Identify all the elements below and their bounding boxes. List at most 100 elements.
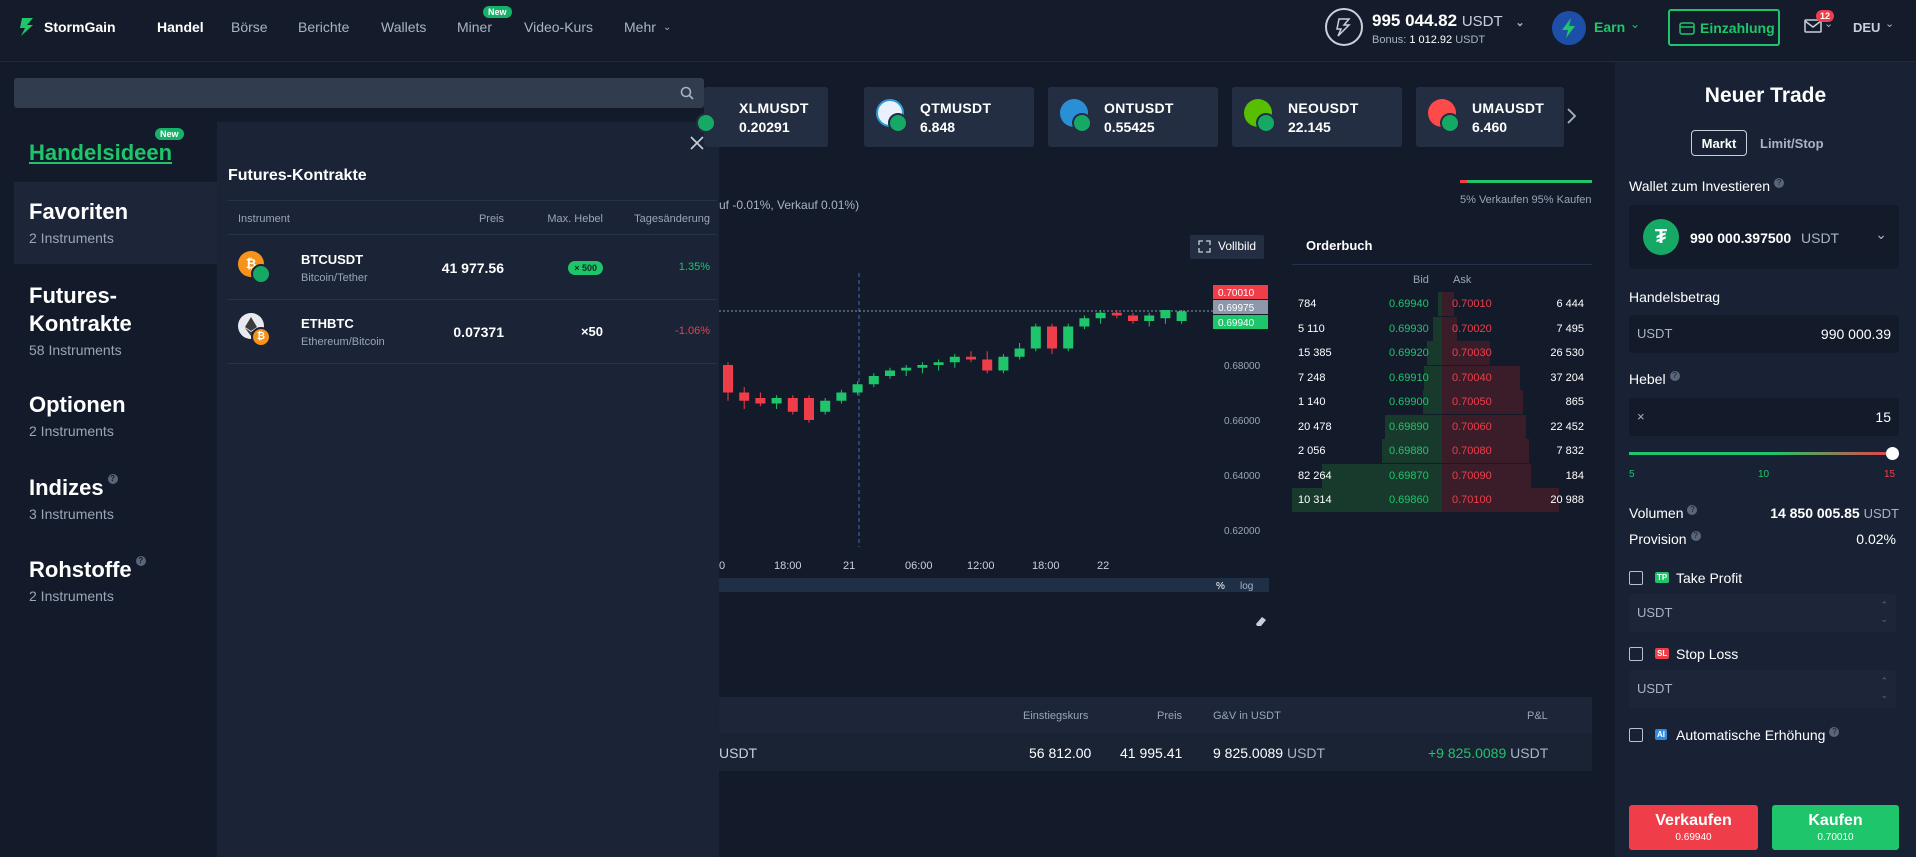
balance-amount: 995 044.82	[1372, 11, 1458, 30]
category-futures[interactable]: Futures-Kontrakte 58 Instruments	[14, 282, 217, 358]
earn-icon[interactable]	[1552, 11, 1586, 45]
buy-button[interactable]: Kaufen 0.70010	[1772, 805, 1899, 850]
tab-market[interactable]: Markt	[1691, 130, 1747, 156]
deposit-button[interactable]: Einzahlung	[1668, 9, 1780, 46]
nav-boerse[interactable]: Börse	[231, 19, 268, 35]
orderbook-ask-qty: 184	[1565, 469, 1584, 482]
nav-wallets[interactable]: Wallets	[381, 19, 427, 35]
category-indizes[interactable]: Indizes? 3 Instruments	[14, 474, 217, 522]
orderbook-ask: 0.70100	[1452, 494, 1492, 506]
help-icon[interactable]: ?	[107, 474, 118, 484]
nav-mehr[interactable]: Mehr	[624, 19, 656, 35]
table-row[interactable]: ₿ ETHBTC Ethereum/Bitcoin 0.07371 ×50 -1…	[227, 300, 717, 364]
col-instrument: Instrument	[238, 213, 290, 225]
nav-miner[interactable]: Miner	[457, 19, 493, 35]
take-profit-input[interactable]: USDT ⌃ ⌄	[1629, 594, 1896, 632]
volume-amount: 14 850 005.85	[1770, 505, 1860, 521]
ticker-price: 0.55425	[1104, 119, 1155, 135]
position-row[interactable]: USDT 56 812.00 41 995.41 9 825.0089 USDT…	[719, 733, 1592, 771]
category-optionen[interactable]: Optionen 2 Instruments	[14, 391, 217, 439]
orderbook-row[interactable]: 20 478 0.69890 0.70060 22 452	[1292, 414, 1592, 439]
price-label: 0.70010	[1218, 288, 1255, 299]
brand-logo[interactable]: StormGain	[18, 17, 116, 37]
take-profit-checkbox[interactable]	[1629, 571, 1643, 585]
price-chart[interactable]: 0.68000 0.66000 0.64000 0.62000 0.70010 0.699…	[719, 265, 1274, 595]
eraser-icon[interactable]	[1254, 615, 1268, 627]
ticker-tile[interactable]: XLMUSDT 0.20291	[696, 87, 828, 147]
ticker-tile[interactable]: NEOUSDT 22.145	[1232, 87, 1402, 147]
orderbook-row[interactable]: 2 056 0.69880 0.70080 7 832	[1292, 439, 1592, 463]
candle	[755, 398, 766, 404]
orderbook-row[interactable]: 7 248 0.69910 0.70040 37 204	[1292, 365, 1592, 390]
sell-price: 0.69940	[1675, 832, 1712, 843]
wallet-balance-icon[interactable]	[1325, 8, 1363, 46]
nav-berichte[interactable]: Berichte	[298, 19, 350, 35]
fullscreen-button[interactable]: Vollbild	[1190, 235, 1265, 259]
search-text-field[interactable]	[14, 78, 654, 108]
leverage-input[interactable]: × 15	[1629, 398, 1899, 436]
stepper-icon[interactable]: ⌃ ⌄	[1880, 676, 1888, 700]
ticker-tile[interactable]: UMAUSDT 6.460	[1416, 87, 1564, 147]
help-icon[interactable]: ?	[1774, 178, 1785, 188]
category-rohstoffe[interactable]: Rohstoffe? 2 Instruments	[14, 556, 217, 604]
orderbook-ask: 0.70050	[1452, 396, 1492, 408]
orderbook-row[interactable]: 15 385 0.69920 0.70030 26 530	[1292, 341, 1592, 365]
leverage-slider[interactable]	[1629, 447, 1899, 460]
wallet-select[interactable]: ₮ 990 000.397500 USDT ⌄	[1629, 205, 1899, 269]
nav-handel[interactable]: Handel	[157, 19, 204, 35]
chevron-right-icon[interactable]	[1565, 107, 1577, 125]
orderbook-row[interactable]: 784 0.69940 0.70010 6 444	[1292, 292, 1592, 316]
help-icon[interactable]: ?	[135, 556, 146, 566]
mail-count-badge: 12	[1816, 10, 1835, 22]
time-scrollbar[interactable]	[719, 578, 1269, 592]
stepper-icon[interactable]: ⌃ ⌄	[1880, 600, 1888, 624]
close-icon[interactable]	[689, 135, 705, 151]
leverage-label: Hebel?	[1629, 371, 1680, 387]
chevron-down-icon[interactable]: ⌄	[663, 22, 672, 33]
table-row[interactable]: ₿ BTCUSDT Bitcoin/Tether 41 977.56 × 500…	[227, 236, 717, 300]
category-title: Favoriten	[29, 199, 129, 224]
percent-toggle[interactable]: %	[1216, 581, 1225, 592]
orderbook-bid: 0.69920	[1389, 347, 1429, 359]
auto-increase-checkbox[interactable]	[1629, 728, 1643, 742]
ticker-tile[interactable]: ONTUSDT 0.55425	[1048, 87, 1218, 147]
bonus-line: Bonus: 1 012.92 USDT	[1372, 34, 1485, 46]
orderbook-row[interactable]: 1 140 0.69900 0.70050 865	[1292, 390, 1592, 414]
orderbook-row[interactable]: 5 110 0.69930 0.70020 7 495	[1292, 316, 1592, 341]
sell-button[interactable]: Verkaufen 0.69940	[1629, 805, 1758, 850]
stop-loss-input[interactable]: USDT ⌃ ⌄	[1629, 670, 1896, 708]
bid-depth-bar	[1433, 316, 1442, 341]
chevron-down-icon[interactable]: ⌄	[1875, 226, 1887, 242]
chevron-down-icon[interactable]: ⌄	[1630, 17, 1641, 31]
amount-input[interactable]: USDT 990 000.39	[1629, 315, 1899, 353]
mail-button[interactable]: 12	[1804, 10, 1835, 38]
orderbook-bid: 0.69900	[1389, 396, 1429, 408]
candle	[1063, 326, 1074, 349]
leverage-slider-handle[interactable]	[1886, 447, 1899, 460]
search-input[interactable]	[14, 78, 704, 108]
ticker-tile[interactable]: QTMUSDT 6.848	[864, 87, 1034, 147]
earn-button[interactable]: Earn	[1594, 19, 1626, 35]
orderbook-row[interactable]: 10 314 0.69860 0.70100 20 988	[1292, 488, 1592, 512]
orderbook-row[interactable]: 82 264 0.69870 0.70090 184	[1292, 463, 1592, 488]
balance-value[interactable]: 995 044.82 USDT ⌄	[1372, 11, 1525, 31]
futures-popup: Futures-Kontrakte Instrument Preis Max. …	[217, 122, 719, 857]
help-icon[interactable]: ?	[1687, 505, 1698, 515]
help-icon[interactable]: ?	[1690, 531, 1701, 541]
tab-limit-stop[interactable]: Limit/Stop	[1760, 136, 1824, 151]
chevron-down-icon[interactable]: ⌄	[1515, 17, 1525, 29]
log-toggle[interactable]: log	[1240, 581, 1253, 592]
category-favoriten[interactable]: Favoriten 2 Instruments	[14, 182, 217, 264]
help-icon[interactable]: ?	[1669, 371, 1680, 381]
wallet-unit: USDT	[1801, 230, 1840, 246]
chevron-down-icon[interactable]: ⌄	[1885, 18, 1895, 30]
nav-video-kurs[interactable]: Video-Kurs	[524, 19, 594, 35]
help-icon[interactable]: ?	[1829, 727, 1840, 737]
divider	[1292, 264, 1592, 265]
ask-depth-bar	[1442, 316, 1457, 341]
language-selector[interactable]: DEU	[1853, 20, 1881, 35]
stop-loss-checkbox[interactable]	[1629, 647, 1643, 661]
chevron-down-icon[interactable]: ⌄	[1824, 18, 1834, 30]
trade-ideas-link[interactable]: Handelsideen	[29, 140, 173, 165]
search-icon[interactable]	[680, 86, 694, 100]
